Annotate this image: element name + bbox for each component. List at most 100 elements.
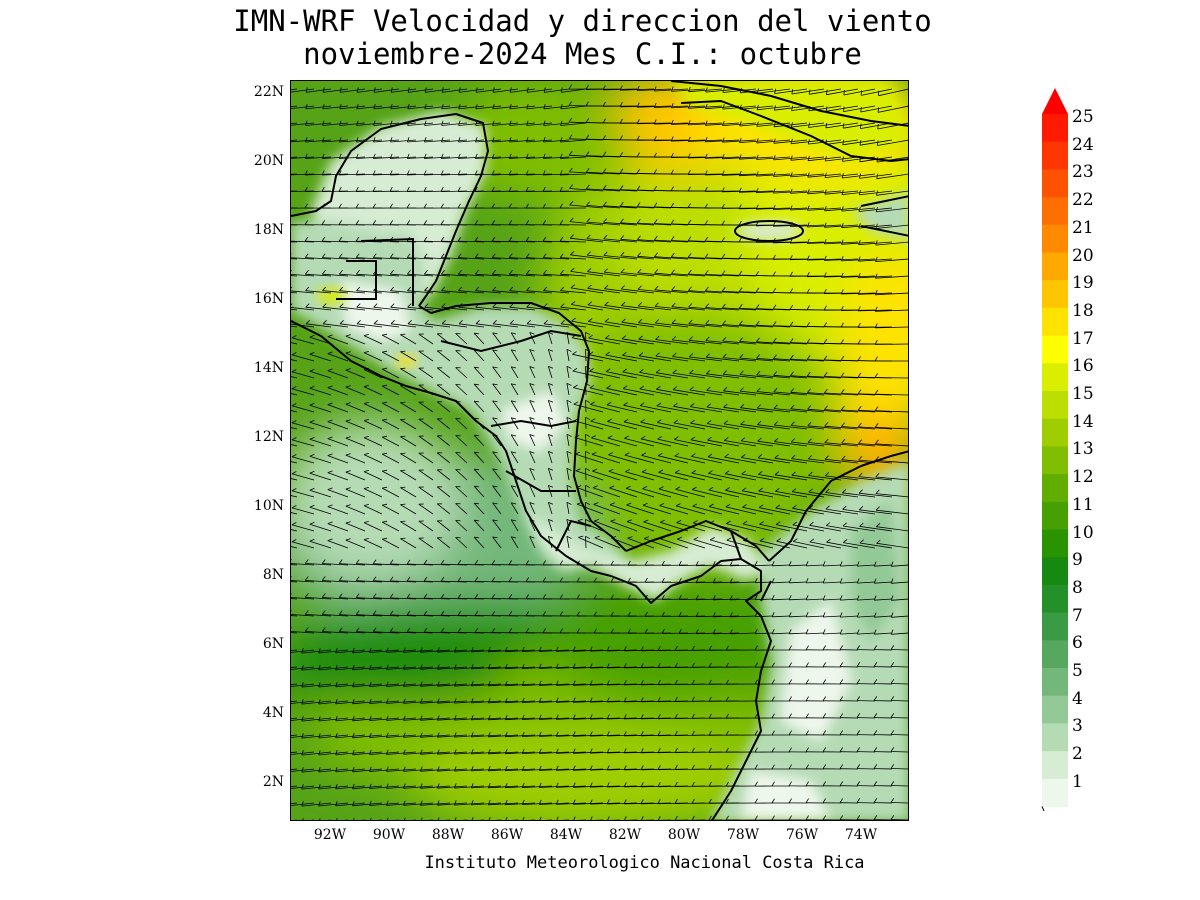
wind-barb-tick [858,206,861,212]
wind-barb-tick [356,87,359,93]
wind-barb [774,474,808,481]
colorbar-label: 5 [1072,661,1083,681]
wind-barb-tick [772,337,777,343]
wind-barb-tick [657,782,661,787]
wind-barb-tick [738,304,743,309]
wind-barb [655,355,689,362]
wind-barb-tick [790,438,796,443]
wind-barb [757,105,791,111]
wind-barb-tick [638,318,643,323]
wind-barb [723,406,757,413]
wind-barb-tick [807,172,810,178]
wind-barb-tick [372,593,377,599]
wind-barb-tick [602,85,606,90]
wind-barb [488,785,519,789]
wind-barb [756,308,791,311]
wind-barb-tick [593,560,597,566]
wind-barb-tick [644,577,648,583]
wind-barb [791,105,825,111]
wind-barb [809,508,842,515]
wind-barb-tick [712,595,716,600]
wind-barb-tick [589,646,593,652]
wind-barb [420,751,451,755]
wind-barb [877,139,908,146]
wind-barb [327,540,349,549]
wind-barb [458,306,485,311]
wind-barb [369,768,400,772]
wind-barb-tick [771,629,775,634]
wind-barb [539,802,570,805]
wind-barb [441,631,468,634]
wind-barb-tick [369,664,372,670]
wind-barb-tick [363,521,369,523]
wind-barb-tick [548,417,554,420]
wind-barb-tick [754,645,758,651]
wind-barb-tick [859,140,862,146]
wind-barb [425,88,451,93]
wind-barb [607,734,638,737]
wind-barb [510,434,519,447]
wind-barb-tick [400,418,406,420]
wind-barb [857,598,876,601]
wind-barb-tick [470,749,474,755]
wind-barb-tick [609,502,615,506]
wind-barb [607,768,638,771]
wind-barb [390,122,417,126]
wind-barb [441,156,468,159]
wind-barb-tick [318,716,321,722]
wind-barb [305,614,332,617]
wind-barb [756,341,791,345]
wind-barb [322,173,349,176]
wind-barb-tick [840,322,844,328]
wind-barb [309,387,332,396]
wind-barb-tick [773,138,776,144]
wind-barb-tick [437,749,440,755]
wind-barb [723,390,757,396]
wind-barb-tick [301,699,304,705]
wind-barb [494,819,501,820]
wind-barb-tick [754,730,758,736]
wind-barb-tick [606,782,610,788]
wind-barb [824,258,859,261]
wind-barb [291,541,315,549]
wind-barb [641,455,672,464]
wind-barb-tick [589,765,593,771]
wind-barb [539,683,570,686]
wind-barb [390,563,417,566]
wind-barb [356,122,383,126]
wind-barb-tick [841,472,846,477]
wind-barb [625,819,637,820]
wind-barb-tick [874,323,878,329]
wind-barb-tick [321,576,326,581]
wind-barb-tick [674,764,678,770]
wind-barb [859,526,893,532]
wind-barb-tick [806,355,811,360]
wind-barb-tick [508,170,512,176]
wind-barb [739,105,774,110]
wind-barb-tick [643,519,649,523]
wind-barb [418,452,434,464]
wind-barb-tick [538,646,542,652]
wind-barb-tick [653,86,657,92]
wind-barb-tick [560,303,565,308]
wind-barb-tick [602,135,607,140]
wind-barb-tick [806,238,810,244]
wind-barb-tick [754,595,758,600]
wind-barb [722,340,757,345]
wind-barb-tick [656,385,661,390]
wind-barb [327,472,349,481]
wind-barb-tick [673,419,679,424]
wind-barb-tick [327,419,333,422]
wind-barb [560,105,587,110]
wind-barb-tick [641,469,647,473]
wind-barb-tick [661,611,665,617]
wind-barb [400,470,417,481]
wind-barb-tick [754,747,758,753]
wind-barb-tick [772,204,776,210]
wind-barb-tick [841,455,846,460]
wind-barb-tick [576,577,580,583]
wind-barb-tick [636,135,640,141]
wind-barb-tick [327,334,333,337]
wind-barb [373,580,400,583]
wind-barb-tick [809,521,814,526]
